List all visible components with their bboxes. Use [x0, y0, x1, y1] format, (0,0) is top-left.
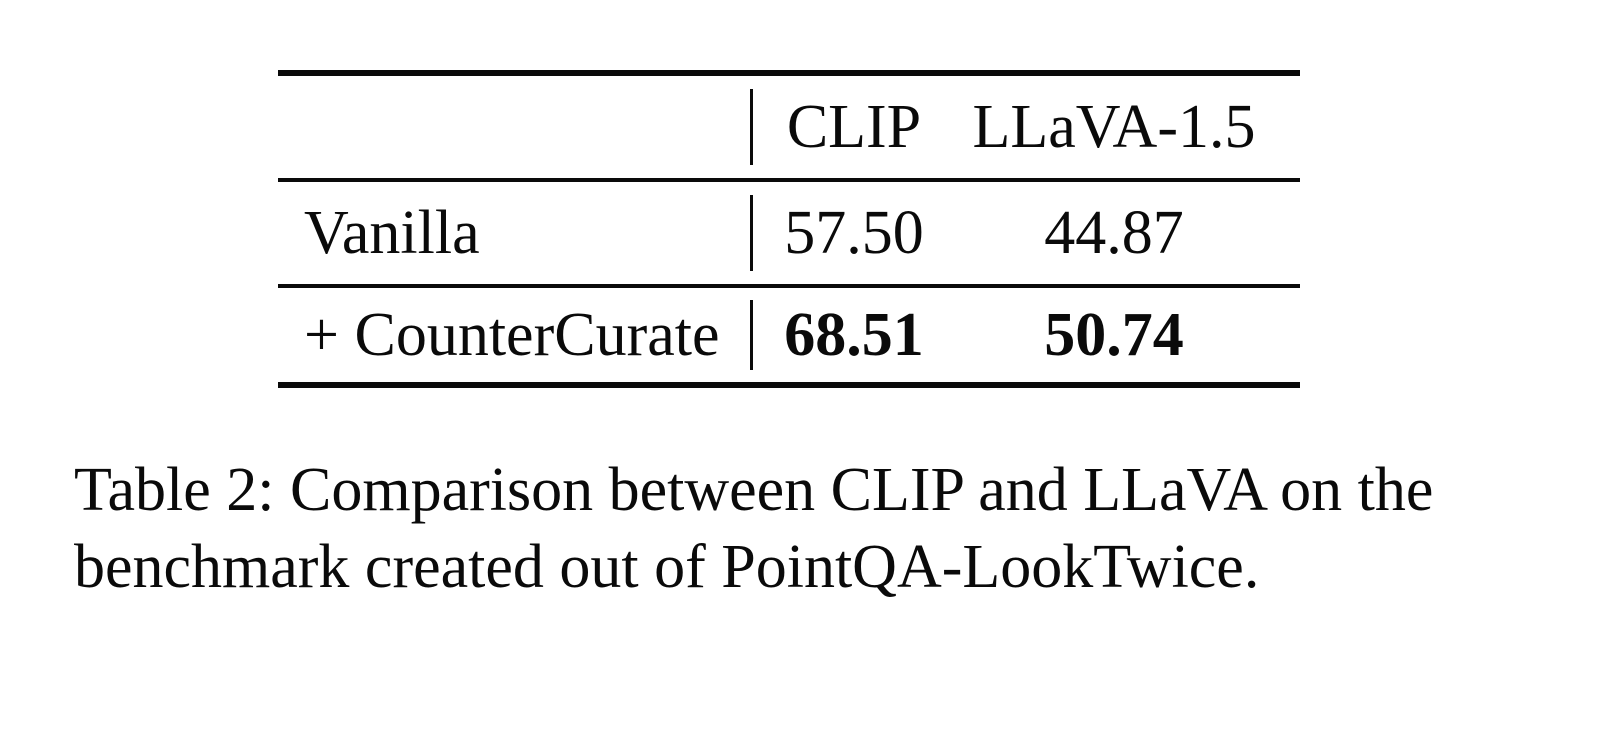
column-divider [750, 300, 753, 370]
column-divider [750, 89, 753, 165]
column-divider [750, 195, 753, 271]
table-header-row: CLIP LLaVA-1.5 [278, 76, 1300, 178]
header-col-clip: CLIP [786, 93, 922, 161]
table-row: + CounterCurate 68.51 50.74 [278, 288, 1300, 382]
table-mid-rule-1 [278, 178, 1300, 182]
table-row: Vanilla 57.50 44.87 [278, 182, 1300, 284]
table-top-rule [278, 70, 1300, 76]
countercurate-llava-value: 50.74 [1044, 301, 1184, 369]
table-caption: Table 2: Comparison between CLIP and LLa… [74, 452, 1554, 606]
countercurate-clip-value: 68.51 [784, 301, 924, 369]
header-col-llava: LLaVA-1.5 [972, 93, 1256, 161]
table-bottom-rule [278, 382, 1300, 388]
results-table: CLIP LLaVA-1.5 Vanilla 57.50 44.87 + Cou… [278, 70, 1300, 388]
vanilla-llava-value: 44.87 [1044, 199, 1184, 267]
row-label-vanilla: Vanilla [304, 199, 480, 267]
row-label-countercurate: + CounterCurate [304, 301, 720, 369]
table-mid-rule-2 [278, 284, 1300, 288]
caption-line-1: Table 2: Comparison between CLIP and LLa… [74, 456, 1434, 524]
vanilla-clip-value: 57.50 [784, 199, 924, 267]
caption-line-2: benchmark created out of PointQA-LookTwi… [74, 533, 1260, 601]
